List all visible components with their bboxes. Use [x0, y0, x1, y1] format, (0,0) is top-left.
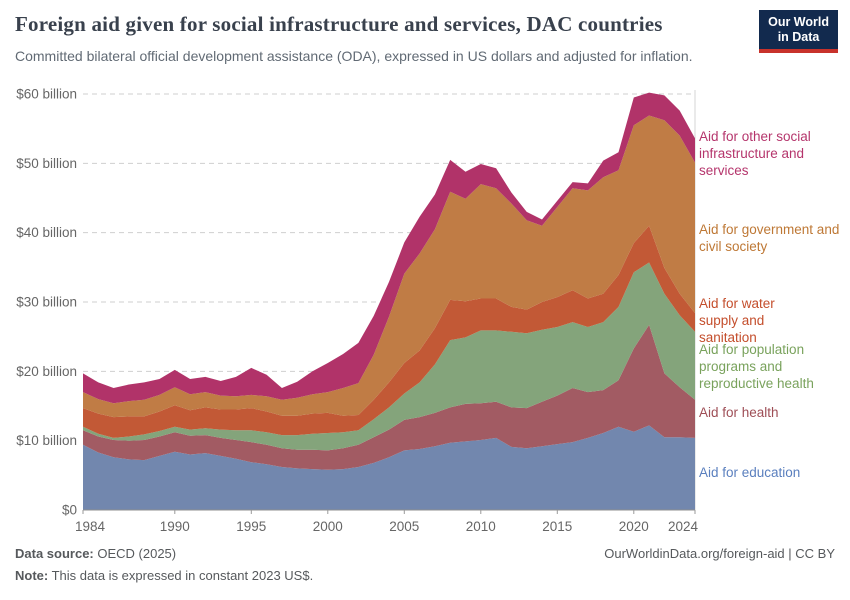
legend-label-population[interactable]: Aid for population programs and reproduc… — [699, 342, 814, 391]
data-source-line: Data source: OECD (2025) — [15, 546, 835, 561]
y-tick-label: $20 billion — [16, 364, 77, 379]
y-tick-label: $0 — [62, 503, 77, 518]
y-tick-label: $10 billion — [16, 433, 77, 448]
y-tick-label: $60 billion — [16, 87, 77, 102]
note-label: Note: — [15, 568, 49, 583]
owid-logo-line1: Our World — [768, 15, 829, 29]
x-tick-label: 1990 — [160, 519, 190, 534]
x-tick-label: 1984 — [75, 519, 106, 534]
x-tick-label: 1995 — [236, 519, 266, 534]
y-tick-label: $40 billion — [16, 225, 77, 240]
x-tick-label: 2000 — [313, 519, 343, 534]
x-tick-label: 2024 — [668, 519, 699, 534]
area-health[interactable] — [83, 324, 695, 470]
data-source-value: OECD (2025) — [93, 546, 177, 561]
page-subtitle: Committed bilateral official development… — [15, 48, 693, 64]
area-education[interactable] — [83, 425, 695, 510]
legend-label-other[interactable]: Aid for other social infrastructure and … — [699, 129, 811, 178]
area-water[interactable] — [83, 225, 695, 438]
note-line: Note: This data is expressed in constant… — [15, 568, 313, 583]
owid-logo: Our World in Data — [759, 10, 838, 53]
page-title: Foreign aid given for social infrastruct… — [15, 12, 663, 36]
y-tick-label: $30 billion — [16, 295, 77, 310]
legend-label-water[interactable]: Aid for water supply and sanitation — [699, 296, 775, 345]
y-tick-label: $50 billion — [16, 156, 77, 171]
legend-label-health[interactable]: Aid for health — [699, 405, 779, 420]
owid-cc-link[interactable]: OurWorldinData.org/foreign-aid | CC BY — [604, 546, 835, 561]
owid-logo-line2: in Data — [777, 30, 820, 44]
area-government[interactable] — [83, 115, 695, 418]
x-tick-label: 2015 — [542, 519, 572, 534]
legend-label-education[interactable]: Aid for education — [699, 465, 801, 480]
x-tick-label: 2005 — [389, 519, 419, 534]
data-source-label: Data source: — [15, 546, 94, 561]
area-population[interactable] — [83, 262, 695, 451]
legend-label-government[interactable]: Aid for government and civil society — [699, 222, 840, 254]
x-tick-label: 2010 — [466, 519, 496, 534]
note-value: This data is expressed in constant 2023 … — [48, 568, 314, 583]
x-tick-label: 2020 — [619, 519, 649, 534]
area-other[interactable] — [83, 92, 695, 404]
